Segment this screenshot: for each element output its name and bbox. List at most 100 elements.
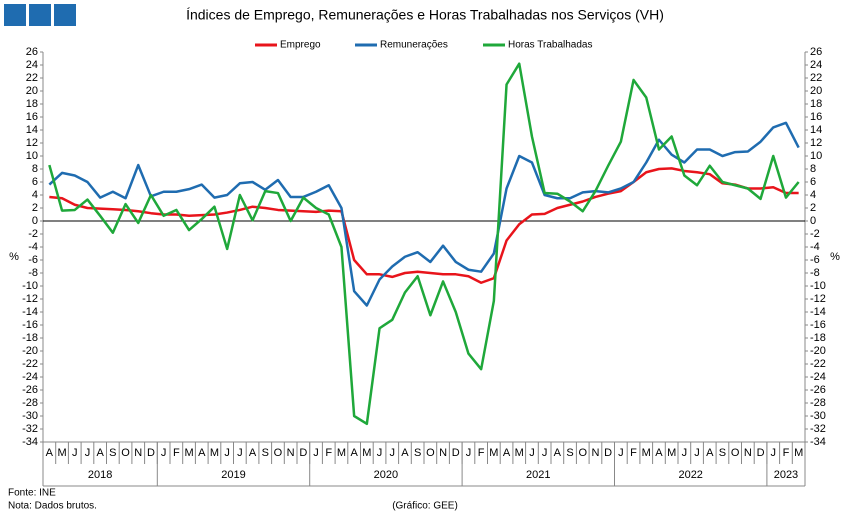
x-tick-label: J xyxy=(542,447,548,459)
y2-tick-label: -24 xyxy=(810,371,826,383)
x-tick-label: N xyxy=(287,447,295,459)
legend-label: Horas Trabalhadas xyxy=(508,40,593,51)
y2-tick-label: 18 xyxy=(810,98,822,110)
y2-tick-label: 10 xyxy=(810,150,822,162)
legend-label: Emprego xyxy=(280,40,321,51)
y-tick-label: -14 xyxy=(22,306,38,318)
y-tick-label: -2 xyxy=(28,228,38,240)
y-tick-label: -10 xyxy=(22,280,38,292)
y2-tick-label: 22 xyxy=(810,72,822,84)
x-tick-label: J xyxy=(224,447,230,459)
y-tick-label: 22 xyxy=(26,72,38,84)
y-tick-label: 10 xyxy=(26,150,38,162)
x-tick-label: O xyxy=(121,447,130,459)
note: Nota: Dados brutos. xyxy=(8,501,97,512)
x-tick-label: D xyxy=(147,447,155,459)
x-tick-label: J xyxy=(694,447,700,459)
series-line xyxy=(49,167,799,284)
y-tick-label: -18 xyxy=(22,332,38,344)
x-tick-label: M xyxy=(337,447,346,459)
x-tick-label: M xyxy=(515,447,524,459)
x-tick-label: M xyxy=(210,447,219,459)
x-tick-label: J xyxy=(529,447,535,459)
y-tick-label: -26 xyxy=(22,384,38,396)
y2-tick-label: -8 xyxy=(810,267,820,279)
x-tick-label: F xyxy=(173,447,180,459)
source: Fonte: INE xyxy=(8,488,56,499)
y-tick-label: -12 xyxy=(22,293,38,305)
x-tick-label: J xyxy=(161,447,167,459)
y2-tick-label: -20 xyxy=(810,345,826,357)
y-tick-label: 20 xyxy=(26,85,38,97)
y-tick-label: -22 xyxy=(22,358,38,370)
logo-block xyxy=(4,4,26,26)
y-tick-label: -16 xyxy=(22,319,38,331)
y2-tick-label: 4 xyxy=(810,189,816,201)
x-tick-label: N xyxy=(591,447,599,459)
year-label: 2018 xyxy=(88,469,112,481)
x-tick-label: M xyxy=(489,447,498,459)
x-tick-label: J xyxy=(237,447,243,459)
credit: (Gráfico: GEE) xyxy=(392,501,458,512)
x-tick-label: F xyxy=(325,447,332,459)
y2-tick-label: 16 xyxy=(810,111,822,123)
x-tick-label: O xyxy=(578,447,587,459)
series-line xyxy=(48,121,800,307)
y-tick-label: -20 xyxy=(22,345,38,357)
x-tick-label: M xyxy=(794,447,803,459)
y-tick-label: -24 xyxy=(22,371,38,383)
y-tick-label: 24 xyxy=(26,59,38,71)
legend-label: Remunerações xyxy=(380,40,448,51)
x-tick-label: A xyxy=(554,447,562,459)
y-tick-label: 8 xyxy=(32,163,38,175)
x-tick-label: J xyxy=(72,447,78,459)
y2-tick-label: -22 xyxy=(810,358,826,370)
y-tick-label: 26 xyxy=(26,46,38,58)
x-tick-label: D xyxy=(604,447,612,459)
y2-axis-label: % xyxy=(830,251,840,263)
x-tick-label: J xyxy=(377,447,383,459)
y2-tick-label: -2 xyxy=(810,228,820,240)
x-tick-label: D xyxy=(452,447,460,459)
y2-tick-label: -10 xyxy=(810,280,826,292)
y2-tick-label: -18 xyxy=(810,332,826,344)
y2-tick-label: -14 xyxy=(810,306,826,318)
x-tick-label: M xyxy=(184,447,193,459)
y-tick-label: 14 xyxy=(26,124,38,136)
x-tick-label: J xyxy=(682,447,688,459)
x-tick-label: A xyxy=(706,447,714,459)
y2-tick-label: 2 xyxy=(810,202,816,214)
x-tick-label: F xyxy=(783,447,790,459)
y-tick-label: 4 xyxy=(32,189,38,201)
x-tick-label: A xyxy=(401,447,409,459)
x-tick-label: A xyxy=(503,447,511,459)
y2-tick-label: -30 xyxy=(810,410,826,422)
y-tick-label: -30 xyxy=(22,410,38,422)
y2-tick-label: -34 xyxy=(810,436,826,448)
y-tick-label: 0 xyxy=(32,215,38,227)
year-label: 2022 xyxy=(678,469,702,481)
x-tick-label: A xyxy=(198,447,206,459)
x-tick-label: D xyxy=(757,447,765,459)
x-tick-label: A xyxy=(46,447,54,459)
year-label: 2020 xyxy=(374,469,398,481)
y2-tick-label: 0 xyxy=(810,215,816,227)
x-tick-label: J xyxy=(390,447,396,459)
x-tick-label: J xyxy=(313,447,319,459)
y2-tick-label: 24 xyxy=(810,59,822,71)
x-tick-label: F xyxy=(630,447,637,459)
x-tick-label: A xyxy=(249,447,257,459)
year-label: 2021 xyxy=(526,469,550,481)
x-tick-label: J xyxy=(466,447,472,459)
x-tick-label: N xyxy=(744,447,752,459)
x-tick-label: M xyxy=(362,447,371,459)
x-tick-label: S xyxy=(566,447,573,459)
x-tick-label: S xyxy=(109,447,116,459)
y2-tick-label: 20 xyxy=(810,85,822,97)
y2-tick-label: -28 xyxy=(810,397,826,409)
y2-tick-label: -16 xyxy=(810,319,826,331)
y2-tick-label: -26 xyxy=(810,384,826,396)
y2-tick-label: 14 xyxy=(810,124,822,136)
x-tick-label: N xyxy=(439,447,447,459)
